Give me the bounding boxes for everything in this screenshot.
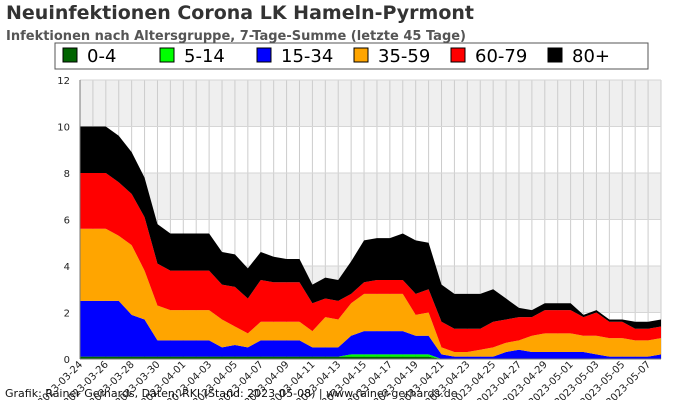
chart-subtitle: Infektionen nach Altersgruppe, 7-Tage-Su… — [6, 29, 466, 44]
legend-swatch — [353, 47, 369, 63]
y-tick-label: 10 — [57, 123, 70, 134]
plot-band — [80, 80, 661, 127]
plot-background — [80, 80, 661, 359]
legend-swatch — [62, 47, 78, 63]
plot-band — [80, 126, 661, 173]
legend: 0-4 5-14 15-34 35-59 60-79 80+ — [54, 42, 649, 70]
area-series-1 — [80, 356, 661, 359]
y-tick-label: 0 — [64, 355, 70, 366]
area-series-5 — [80, 173, 661, 353]
area-series-3 — [80, 300, 661, 359]
chart-footer: Grafik: Rainer Gerhards, Daten: RKI (Sta… — [5, 387, 458, 400]
area-series — [80, 126, 661, 359]
y-tick-label: 2 — [64, 309, 70, 320]
plot-band — [80, 173, 661, 220]
area-series-2 — [80, 354, 661, 359]
y-tick-label: 8 — [64, 169, 70, 180]
legend-label: 35-59 — [378, 46, 430, 67]
area-series-4 — [80, 228, 661, 357]
y-tick-label: 4 — [64, 262, 70, 273]
legend-label: 60-79 — [475, 46, 527, 67]
legend-swatch — [159, 47, 175, 63]
legend-label: 5-14 — [184, 46, 225, 67]
legend-swatch — [256, 47, 272, 63]
y-tick-label: 6 — [64, 216, 70, 227]
y-axis-ticks: 0 2 4 6 8 10 12 — [57, 76, 70, 366]
legend-label: 15-34 — [281, 46, 333, 67]
y-tick-label: 12 — [57, 76, 70, 87]
legend-label: 0-4 — [87, 46, 116, 67]
legend-box — [54, 42, 649, 70]
legend-swatch — [547, 47, 563, 63]
legend-swatch — [450, 47, 466, 63]
area-series-6 — [80, 126, 661, 329]
chart-title: Neuinfektionen Corona LK Hameln-Pyrmont — [6, 2, 474, 24]
legend-label: 80+ — [572, 46, 610, 67]
axes — [79, 80, 661, 360]
